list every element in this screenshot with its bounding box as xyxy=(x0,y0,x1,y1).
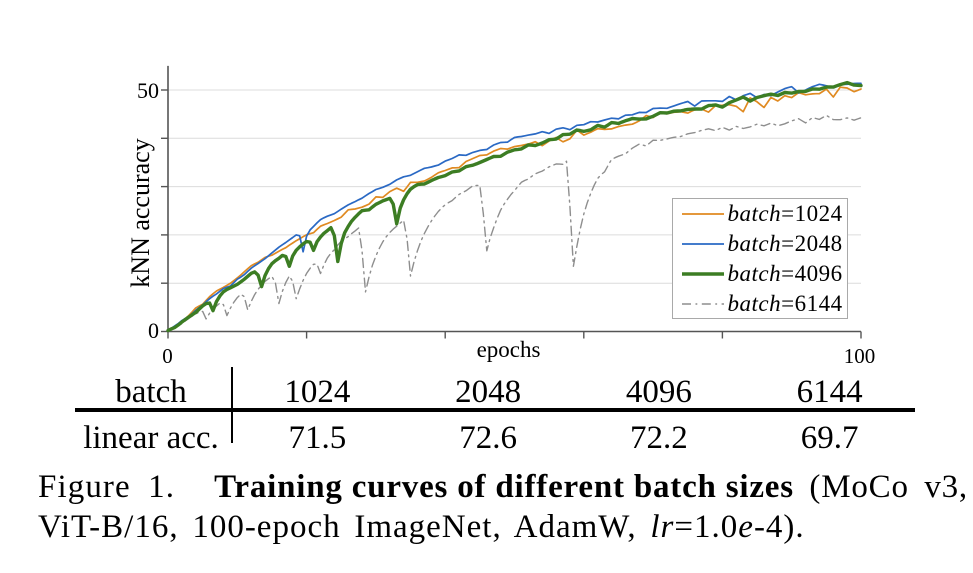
caption-e-italic: e xyxy=(738,508,754,545)
legend-label-rest: =1024 xyxy=(781,201,843,226)
table-vertical-rule xyxy=(231,367,234,443)
table-cell-linacc-2048: 72.6 xyxy=(459,419,517,456)
legend-label: batch=1024 xyxy=(728,199,843,229)
x-tick-label-100: 100 xyxy=(843,343,876,368)
legend-line-sample-batch-2048 xyxy=(681,243,724,245)
series-curve-batch-4096 xyxy=(166,80,863,333)
y-tick-label-50: 50 xyxy=(137,78,159,103)
chart-legend: batch=1024 batch=2048 batch=4096 batch=6… xyxy=(671,198,848,319)
legend-line-sample-batch-6144 xyxy=(681,303,724,305)
series-curve-batch-2048 xyxy=(167,82,862,332)
y-axis-label: kNN accuracy xyxy=(126,138,155,288)
figure-caption-line-2: ViT-B/16, 100-epoch ImageNet, AdamW, lr=… xyxy=(38,508,805,545)
caption-figure-label: Figure 1. xyxy=(38,469,176,505)
legend-label-math: batch xyxy=(727,231,782,256)
series-curve-batch-6144 xyxy=(167,114,862,332)
table-cell-batch-4096: 4096 xyxy=(625,374,692,410)
table-cell-linacc-4096: 72.2 xyxy=(630,419,688,456)
legend-label: batch=2048 xyxy=(728,229,843,259)
legend-entry-batch-4096: batch=4096 xyxy=(673,259,848,289)
legend-label-math: batch xyxy=(727,261,782,286)
table-cell-batch-1024: 1024 xyxy=(284,374,351,410)
legend-label-rest: =4096 xyxy=(781,261,843,286)
table-horizontal-rule xyxy=(75,408,915,412)
figure-caption-line-1: Figure 1. Training curves of different ba… xyxy=(38,471,968,504)
legend-label: batch=4096 xyxy=(728,259,843,289)
legend-label-math: batch xyxy=(727,201,782,226)
x-axis-label: epochs xyxy=(476,337,541,362)
legend-entry-batch-1024: batch=1024 xyxy=(673,199,848,229)
legend-entry-batch-6144: batch=6144 xyxy=(673,289,848,319)
table-cell-batch-6144: 6144 xyxy=(796,374,863,410)
legend-entry-batch-2048: batch=2048 xyxy=(673,229,848,259)
legend-label-math: batch xyxy=(727,291,782,316)
caption-lr-italic: lr xyxy=(650,508,675,545)
y-tick-label-0: 0 xyxy=(148,317,159,343)
caption-line1-rest: (MoCo v3, xyxy=(793,469,968,505)
table-cell-batch-2048: 2048 xyxy=(455,374,522,410)
caption-tail: -4). xyxy=(753,508,805,545)
table-cell-linacc-1024: 71.5 xyxy=(288,419,347,456)
legend-line-sample-batch-1024 xyxy=(681,213,724,215)
table-header-batch: batch xyxy=(115,374,187,410)
legend-label: batch=6144 xyxy=(728,289,843,319)
table-header-linear-acc: linear acc. xyxy=(83,419,219,456)
table-cell-linacc-6144: 69.7 xyxy=(800,419,859,456)
caption-lr-mid: =1.0 xyxy=(674,508,739,545)
series-curve-batch-1024 xyxy=(167,86,862,332)
caption-bold-title: Training curves of different batch sizes xyxy=(214,469,794,505)
caption-line2-text: ViT-B/16, 100-epoch ImageNet, AdamW, xyxy=(38,508,651,545)
x-tick-label-0: 0 xyxy=(162,343,173,368)
legend-label-rest: =6144 xyxy=(781,291,843,316)
training-curves-chart xyxy=(161,65,863,339)
legend-line-sample-batch-4096 xyxy=(681,272,724,276)
legend-label-rest: =2048 xyxy=(781,231,843,256)
